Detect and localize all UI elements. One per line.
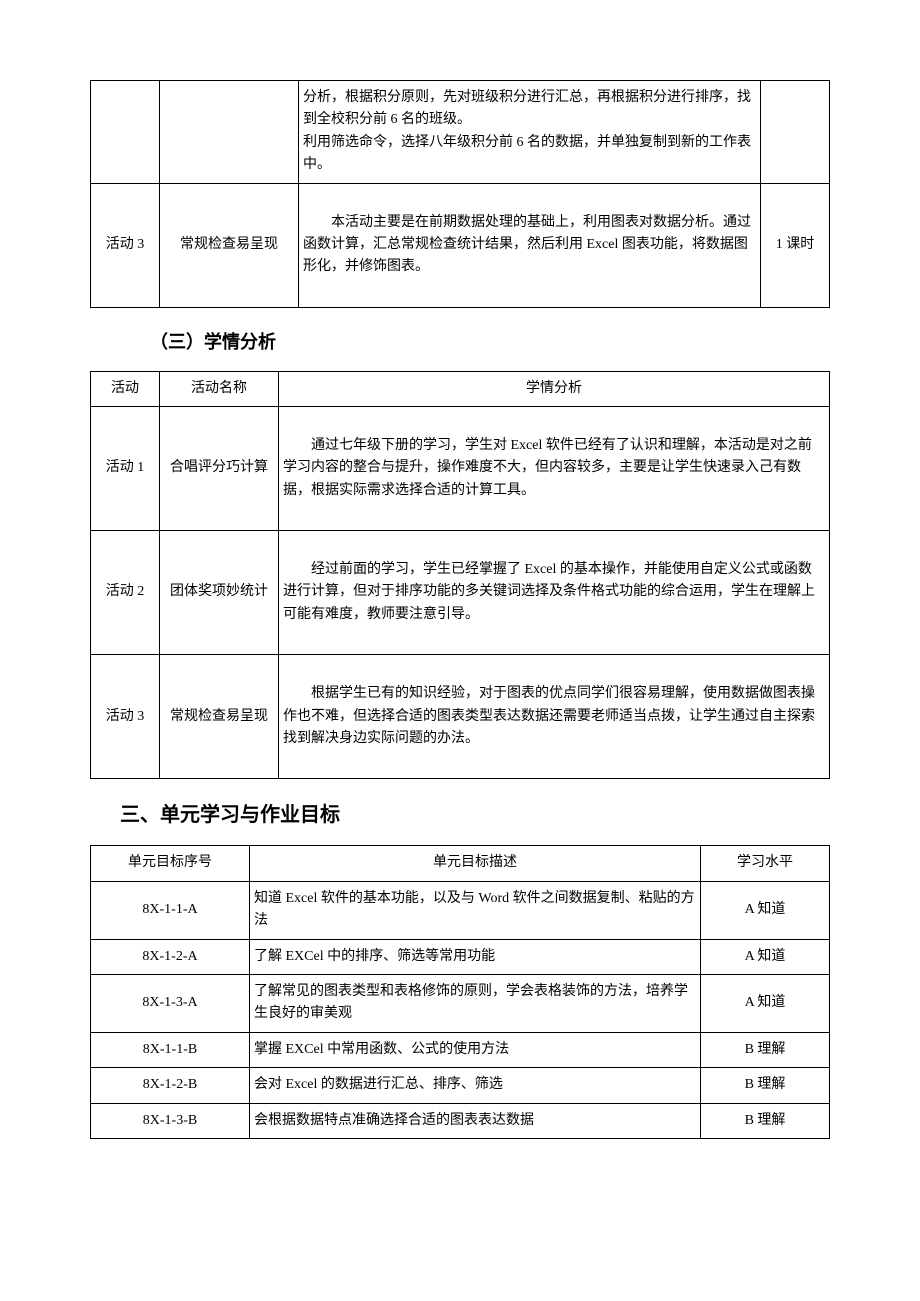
table-row: 8X-1-3-A 了解常见的图表类型和表格修饰的原则，学会表格装饰的方法，培养学… [91,975,830,1033]
activity-id-cell: 活动 3 [91,183,160,307]
analysis-text: 通过七年级下册的学习，学生对 Excel 软件已经有了认识和理解，本活动是对之前… [283,435,825,502]
table-row: 活动 1 合唱评分巧计算 通过七年级下册的学习，学生对 Excel 软件已经有了… [91,406,830,530]
section-heading-analysis: （三）学情分析 [150,328,830,357]
activity-id-cell [91,81,160,184]
activity-id-cell: 活动 3 [91,655,160,779]
table-row: 8X-1-2-A 了解 EXCel 中的排序、筛选等常用功能 A 知道 [91,939,830,974]
objective-desc-cell: 了解 EXCel 中的排序、筛选等常用功能 [250,939,701,974]
desc-para: 本活动主要是在前期数据处理的基础上，利用图表对数据分析。通过函数计算，汇总常规检… [303,212,756,279]
analysis-cell: 经过前面的学习，学生已经掌握了 Excel 的基本操作，并能使用自定义公式或函数… [279,531,830,655]
objective-level-cell: A 知道 [701,975,830,1033]
objective-level-cell: B 理解 [701,1068,830,1103]
objective-level-cell: B 理解 [701,1103,830,1138]
activity-name-cell: 常规检查易呈现 [160,183,299,307]
col-activity-name: 活动名称 [160,371,279,406]
table-header-row: 活动 活动名称 学情分析 [91,371,830,406]
objective-desc-cell: 了解常见的图表类型和表格修饰的原则，学会表格装饰的方法，培养学生良好的审美观 [250,975,701,1033]
objective-id-cell: 8X-1-3-B [91,1103,250,1138]
activity-content-table: 分析，根据积分原则，先对班级积分进行汇总，再根据积分进行排序，找到全校积分前 6… [90,80,830,308]
objective-id-cell: 8X-1-1-B [91,1032,250,1067]
activity-id-cell: 活动 2 [91,531,160,655]
objective-desc-cell: 掌握 EXCel 中常用函数、公式的使用方法 [250,1032,701,1067]
activity-desc-cell: 分析，根据积分原则，先对班级积分进行汇总，再根据积分进行排序，找到全校积分前 6… [299,81,761,184]
objective-id-cell: 8X-1-2-A [91,939,250,974]
unit-objectives-table: 单元目标序号 单元目标描述 学习水平 8X-1-1-A 知道 Excel 软件的… [90,845,830,1139]
table-row: 8X-1-2-B 会对 Excel 的数据进行汇总、排序、筛选 B 理解 [91,1068,830,1103]
activity-name-cell: 常规检查易呈现 [160,655,279,779]
col-analysis: 学情分析 [279,371,830,406]
objective-desc-cell: 会对 Excel 的数据进行汇总、排序、筛选 [250,1068,701,1103]
analysis-cell: 通过七年级下册的学习，学生对 Excel 软件已经有了认识和理解，本活动是对之前… [279,406,830,530]
desc-para: 利用筛选命令，选择八年级积分前 6 名的数据，并单独复制到新的工作表中。 [303,135,751,172]
table-row: 活动 2 团体奖项妙统计 经过前面的学习，学生已经掌握了 Excel 的基本操作… [91,531,830,655]
activity-hours-cell: 1 课时 [761,183,830,307]
objective-id-cell: 8X-1-2-B [91,1068,250,1103]
desc-para: 分析，根据积分原则，先对班级积分进行汇总，再根据积分进行排序，找到全校积分前 6… [303,90,751,127]
col-objective-desc: 单元目标描述 [250,846,701,881]
analysis-cell: 根据学生已有的知识经验，对于图表的优点同学们很容易理解，使用数据做图表操作也不难… [279,655,830,779]
activity-hours-cell [761,81,830,184]
table-row: 8X-1-1-A 知道 Excel 软件的基本功能，以及与 Word 软件之间数… [91,881,830,939]
activity-name-cell [160,81,299,184]
activity-name-cell: 合唱评分巧计算 [160,406,279,530]
objective-level-cell: A 知道 [701,881,830,939]
col-activity: 活动 [91,371,160,406]
analysis-text: 根据学生已有的知识经验，对于图表的优点同学们很容易理解，使用数据做图表操作也不难… [283,683,825,750]
objective-id-cell: 8X-1-1-A [91,881,250,939]
table-row: 分析，根据积分原则，先对班级积分进行汇总，再根据积分进行排序，找到全校积分前 6… [91,81,830,184]
col-objective-id: 单元目标序号 [91,846,250,881]
col-level: 学习水平 [701,846,830,881]
objective-level-cell: A 知道 [701,939,830,974]
table-row: 活动 3 常规检查易呈现 根据学生已有的知识经验，对于图表的优点同学们很容易理解… [91,655,830,779]
table-row: 8X-1-3-B 会根据数据特点准确选择合适的图表表达数据 B 理解 [91,1103,830,1138]
objective-id-cell: 8X-1-3-A [91,975,250,1033]
analysis-text: 经过前面的学习，学生已经掌握了 Excel 的基本操作，并能使用自定义公式或函数… [283,559,825,626]
activity-name-cell: 团体奖项妙统计 [160,531,279,655]
activity-id-cell: 活动 1 [91,406,160,530]
section-heading-objectives: 三、单元学习与作业目标 [120,799,830,831]
objective-level-cell: B 理解 [701,1032,830,1067]
student-analysis-table: 活动 活动名称 学情分析 活动 1 合唱评分巧计算 通过七年级下册的学习，学生对… [90,371,830,780]
objective-desc-cell: 会根据数据特点准确选择合适的图表表达数据 [250,1103,701,1138]
activity-desc-cell: 本活动主要是在前期数据处理的基础上，利用图表对数据分析。通过函数计算，汇总常规检… [299,183,761,307]
table-row: 活动 3 常规检查易呈现 本活动主要是在前期数据处理的基础上，利用图表对数据分析… [91,183,830,307]
table-row: 8X-1-1-B 掌握 EXCel 中常用函数、公式的使用方法 B 理解 [91,1032,830,1067]
table-header-row: 单元目标序号 单元目标描述 学习水平 [91,846,830,881]
objective-desc-cell: 知道 Excel 软件的基本功能，以及与 Word 软件之间数据复制、粘贴的方法 [250,881,701,939]
